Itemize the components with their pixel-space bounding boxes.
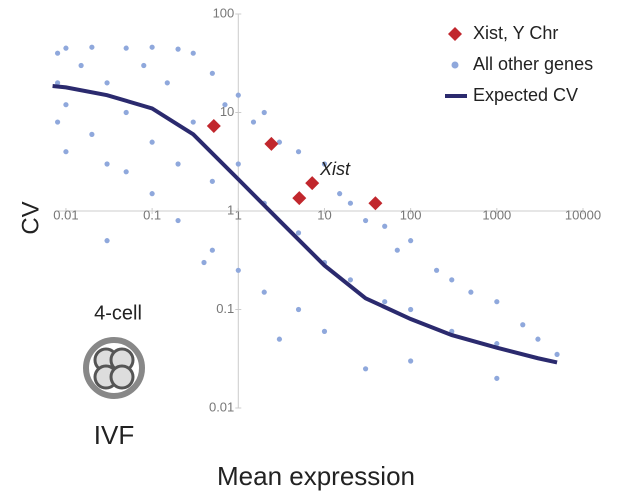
point	[164, 80, 170, 86]
point	[54, 119, 61, 125]
highlight-point	[292, 191, 307, 206]
point	[382, 299, 388, 305]
point	[149, 191, 155, 197]
point	[235, 161, 241, 167]
point	[190, 50, 196, 56]
point	[295, 230, 302, 236]
point	[141, 62, 147, 69]
point	[362, 366, 369, 372]
point	[89, 131, 95, 137]
point	[408, 238, 414, 244]
legend-marker	[451, 61, 459, 69]
annotation: Xist	[319, 159, 351, 179]
point	[494, 299, 500, 305]
point	[54, 50, 61, 56]
point	[63, 45, 69, 51]
point	[520, 322, 526, 328]
legend: Xist, Y Chr All other genes Expected CV	[445, 23, 593, 105]
point	[104, 161, 110, 167]
point	[63, 102, 69, 108]
point	[394, 247, 400, 253]
point	[235, 267, 241, 273]
point	[295, 149, 302, 155]
point	[449, 277, 455, 283]
point	[321, 161, 328, 167]
point	[347, 277, 354, 283]
point	[295, 306, 302, 313]
point	[535, 336, 541, 342]
point	[201, 259, 207, 266]
point	[494, 341, 500, 347]
point	[362, 217, 369, 224]
legend-label: All other genes	[473, 54, 593, 74]
highlight-point	[206, 118, 221, 133]
point	[149, 139, 155, 145]
y-tick-label: 1	[227, 202, 234, 217]
point	[408, 358, 414, 364]
point	[123, 169, 129, 175]
point	[222, 102, 228, 108]
x-tick-label: 10000	[565, 207, 601, 222]
expected-line	[52, 83, 558, 365]
point	[54, 80, 61, 86]
y-tick-label: 10	[220, 104, 234, 119]
point	[408, 306, 414, 313]
point	[209, 247, 215, 253]
y-tick-label: 0.01	[209, 399, 234, 414]
point	[175, 161, 181, 167]
point	[104, 80, 110, 86]
x-axis-label: Mean expression	[217, 461, 415, 491]
point	[89, 44, 95, 50]
point	[382, 223, 388, 229]
annotation: IVF	[94, 420, 134, 450]
point	[175, 217, 181, 224]
highlight-point	[264, 136, 279, 151]
point	[190, 119, 196, 125]
x-tick-label: 10	[317, 207, 331, 222]
point	[175, 46, 181, 52]
point	[261, 109, 267, 116]
point	[209, 178, 215, 184]
point	[104, 238, 110, 244]
plot-area: 0.01 0.1 1 10 100 1000 10000 0.01 0.1 1 10 100	[52, 5, 601, 414]
embryo-icon	[83, 337, 145, 399]
point	[337, 191, 343, 197]
annotation: 4-cell	[94, 302, 142, 324]
x-tick-label: 100	[400, 207, 422, 222]
x-tick-label: 0.01	[53, 207, 78, 222]
x-tick-label: 0.1	[143, 207, 161, 222]
y-tick-label: 0.1	[216, 301, 234, 316]
highlight-point	[368, 196, 383, 211]
point	[78, 62, 84, 69]
point	[123, 109, 129, 116]
point	[250, 119, 257, 125]
point	[235, 92, 241, 98]
x-tick-label: 1000	[482, 207, 511, 222]
point	[261, 289, 267, 295]
highlight-point	[305, 176, 320, 191]
x-tick-label: 1	[235, 207, 242, 222]
legend-label: Expected CV	[473, 85, 578, 105]
point	[209, 70, 215, 76]
legend-marker	[448, 27, 462, 41]
point	[554, 351, 560, 358]
point	[321, 328, 328, 334]
point	[63, 149, 69, 155]
point	[276, 139, 283, 145]
point	[123, 45, 129, 51]
legend-label: Xist, Y Chr	[473, 23, 558, 43]
y-tick-label: 100	[213, 5, 235, 20]
point	[347, 200, 354, 206]
point	[468, 289, 474, 295]
point	[494, 375, 500, 381]
point	[149, 44, 155, 50]
point	[433, 267, 440, 273]
y-axis-label: CV	[17, 201, 44, 234]
point	[276, 336, 283, 342]
